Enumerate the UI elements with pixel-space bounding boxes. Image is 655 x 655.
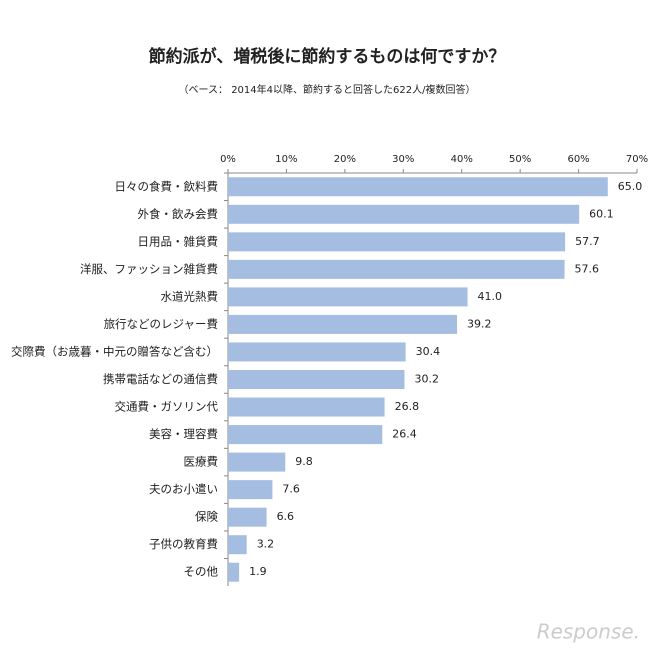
bar — [228, 314, 458, 334]
bar — [228, 535, 247, 555]
value-label: 26.8 — [395, 400, 420, 413]
bar — [228, 342, 406, 362]
y-tick-label: 交際費（お歳暮・中元の贈答など含む） — [11, 344, 218, 358]
value-label: 9.8 — [295, 455, 313, 468]
x-tick-label: 10% — [275, 154, 297, 165]
y-tick-label: 日用品・雑貨費 — [138, 234, 219, 248]
y-tick-label: 洋服、ファッション雑貨費 — [80, 262, 218, 276]
value-label: 1.9 — [249, 565, 267, 578]
x-tick-label: 50% — [509, 154, 531, 165]
x-tick-label: 30% — [392, 154, 414, 165]
chart-title: 節約派が、増税後に節約するものは何ですか？ — [148, 46, 506, 67]
bar — [228, 452, 286, 472]
y-tick-label: 交通費・ガソリン代 — [115, 400, 219, 414]
y-tick-label: 旅行などのレジャー費 — [104, 317, 218, 331]
y-tick-label: 日々の食費・飲料費 — [115, 179, 219, 193]
value-label: 57.6 — [575, 262, 600, 275]
y-tick-label: 保険 — [195, 510, 218, 524]
x-tick-label: 20% — [334, 154, 356, 165]
y-tick-label: 医療費 — [184, 455, 219, 469]
value-label: 3.2 — [257, 538, 275, 551]
bar — [228, 425, 383, 445]
bar — [228, 177, 608, 197]
bar — [228, 204, 580, 224]
value-label: 65.0 — [618, 180, 643, 193]
chart-subtitle: （ベース： 2014年4以降、節約すると回答した622人/複数回答） — [179, 83, 476, 96]
y-tick-label: 携帯電話などの通信費 — [103, 372, 218, 386]
y-tick-label: その他 — [184, 565, 219, 579]
y-tick-label: 水道光熱費 — [161, 289, 219, 303]
value-label: 6.6 — [277, 510, 295, 523]
bar — [228, 370, 405, 389]
x-tick-label: 0% — [220, 154, 236, 165]
bar — [228, 507, 267, 527]
bar — [228, 562, 240, 582]
value-label: 30.2 — [414, 373, 439, 386]
value-label: 30.4 — [416, 345, 441, 358]
value-label: 39.2 — [467, 317, 492, 330]
bar — [228, 397, 385, 417]
value-label: 26.4 — [392, 428, 417, 441]
y-tick-label: 美容・理容費 — [149, 427, 218, 441]
bar — [228, 232, 566, 252]
y-tick-label: 夫のお小遣い — [149, 482, 218, 496]
x-tick-label: 70% — [626, 154, 648, 165]
y-tick-label: 外食・飲み会費 — [138, 207, 219, 221]
value-label: 60.1 — [589, 207, 614, 220]
bar — [228, 287, 468, 307]
watermark: Response. — [537, 620, 640, 644]
x-tick-label: 40% — [451, 154, 473, 165]
value-label: 41.0 — [478, 290, 503, 303]
bar — [228, 259, 565, 279]
bar — [228, 480, 273, 500]
value-label: 57.7 — [575, 235, 600, 248]
value-label: 7.6 — [282, 483, 300, 496]
y-tick-label: 子供の教育費 — [149, 537, 218, 551]
x-tick-label: 60% — [567, 154, 589, 165]
